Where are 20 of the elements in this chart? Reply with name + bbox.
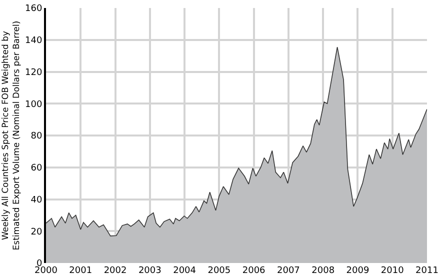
x-tick-label: 2001 (69, 266, 92, 276)
x-tick-label: 2004 (173, 266, 196, 276)
y-tick-label: 20 (30, 227, 42, 238)
y-axis-title: Weekly All Countries Spot Price FOB Weighted by Estimated Export Volume (Nominal Dollars per Barrel) (0, 20, 22, 250)
x-tick-label: 2009 (346, 266, 370, 276)
x-tick-label: 2007 (276, 266, 300, 276)
y-tick-label: 60 (30, 164, 42, 174)
y-tick-label: 100 (25, 100, 42, 110)
y-tick-label: 80 (30, 132, 42, 142)
x-tick-label: 2003 (138, 266, 162, 276)
x-tick-label: 2002 (104, 266, 127, 276)
y-tick-label: 160 (25, 4, 42, 14)
x-tick-label: 2006 (242, 266, 266, 276)
x-tick-label: 2005 (208, 266, 231, 276)
x-tick-label: 2008 (312, 266, 335, 276)
y-tick-label: 120 (25, 68, 42, 78)
x-tick-label: 2011 (416, 266, 438, 276)
x-tick-label: 2010 (380, 266, 404, 276)
y-tick-label: 140 (25, 36, 42, 46)
y-tick-label: 40 (30, 195, 42, 206)
